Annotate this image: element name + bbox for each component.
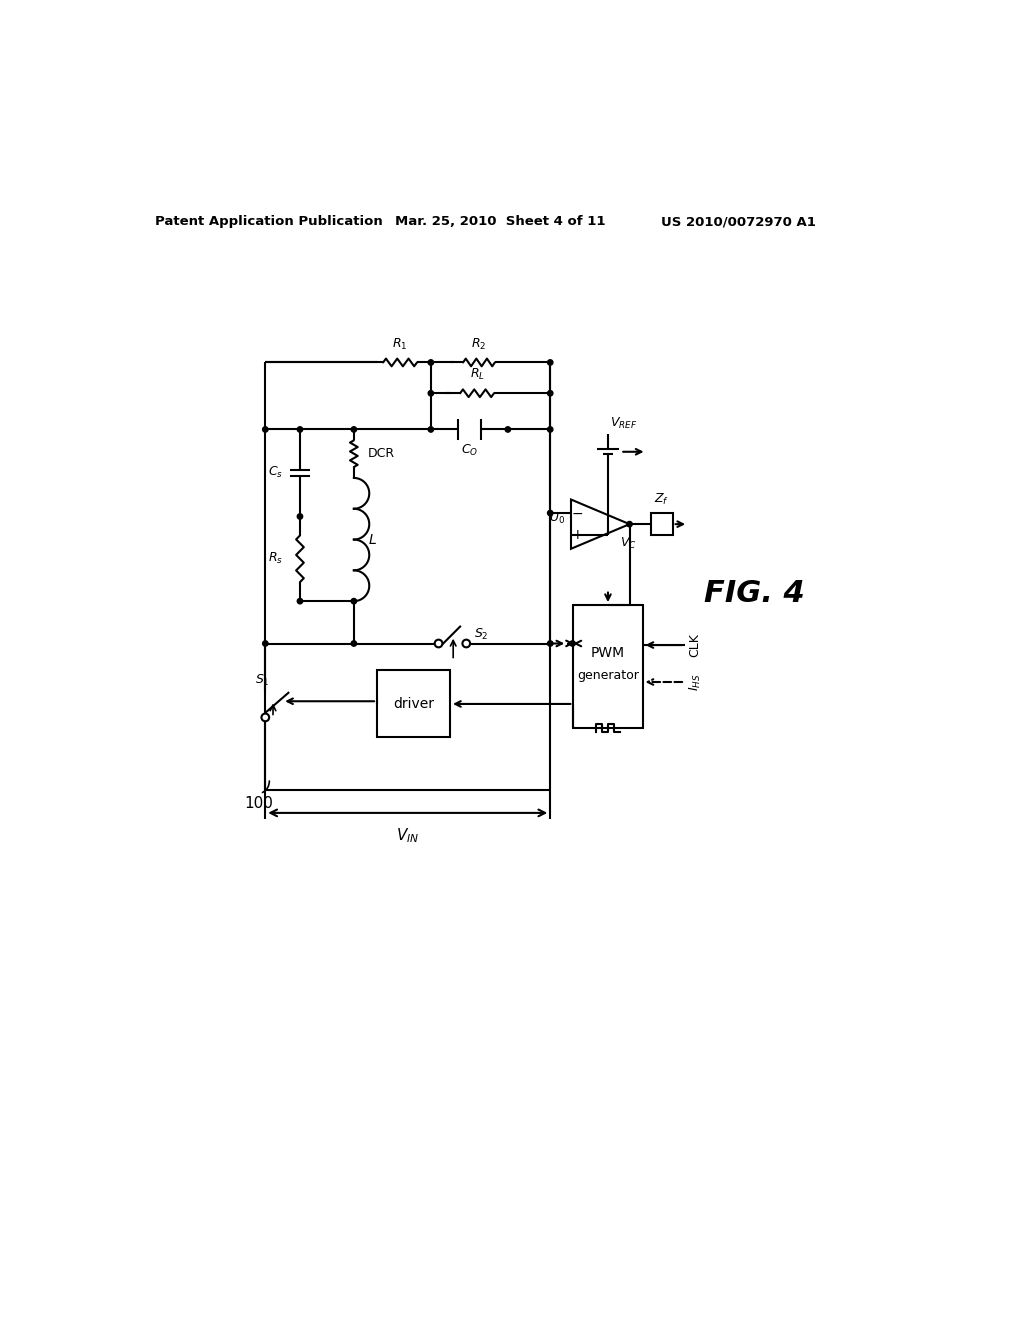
Circle shape [351, 598, 356, 603]
Circle shape [297, 426, 303, 432]
Text: $S_1$: $S_1$ [255, 673, 269, 688]
Circle shape [297, 598, 303, 603]
Text: $Z_f$: $Z_f$ [654, 492, 670, 507]
Circle shape [548, 391, 553, 396]
Text: $C_s$: $C_s$ [268, 466, 283, 480]
Text: $L$: $L$ [368, 532, 377, 546]
Circle shape [428, 426, 433, 432]
Text: Patent Application Publication: Patent Application Publication [156, 215, 383, 228]
Text: $C_O$: $C_O$ [461, 444, 478, 458]
Circle shape [428, 391, 433, 396]
Circle shape [548, 640, 553, 647]
Text: $V_{REF}$: $V_{REF}$ [610, 416, 638, 430]
Circle shape [428, 360, 433, 366]
Text: $V_C$: $V_C$ [620, 536, 636, 550]
Circle shape [261, 714, 269, 721]
Text: generator: generator [577, 669, 639, 682]
Text: PWM: PWM [591, 645, 625, 660]
Bar [573, 605, 643, 729]
Text: 100: 100 [245, 796, 273, 810]
Circle shape [351, 640, 356, 647]
Text: $+$: $+$ [571, 528, 584, 543]
Text: $R_1$: $R_1$ [392, 337, 408, 351]
Circle shape [548, 360, 553, 366]
Circle shape [548, 511, 553, 516]
Circle shape [297, 513, 303, 519]
Text: $-$: $-$ [571, 506, 584, 520]
Text: $I_{HS}$: $I_{HS}$ [688, 673, 703, 690]
Text: DCR: DCR [368, 447, 395, 461]
Text: $S_2$: $S_2$ [474, 627, 488, 642]
Bar [377, 671, 451, 738]
Circle shape [262, 640, 268, 647]
Bar [651, 513, 673, 535]
Circle shape [435, 640, 442, 647]
Circle shape [351, 426, 356, 432]
Text: $V_{IN}$: $V_{IN}$ [396, 826, 420, 846]
Circle shape [463, 640, 470, 647]
Text: $U_0$: $U_0$ [549, 511, 565, 525]
Text: US 2010/0072970 A1: US 2010/0072970 A1 [662, 215, 816, 228]
Circle shape [262, 426, 268, 432]
Text: CLK: CLK [688, 634, 701, 657]
Circle shape [569, 640, 575, 647]
Text: $R_2$: $R_2$ [471, 337, 486, 351]
Circle shape [505, 426, 511, 432]
Text: FIG. 4: FIG. 4 [703, 579, 805, 609]
Circle shape [548, 426, 553, 432]
Text: $R_s$: $R_s$ [268, 552, 283, 566]
Circle shape [627, 521, 632, 527]
Text: $R_L$: $R_L$ [470, 367, 484, 383]
Text: Mar. 25, 2010  Sheet 4 of 11: Mar. 25, 2010 Sheet 4 of 11 [395, 215, 605, 228]
Text: driver: driver [393, 697, 434, 711]
